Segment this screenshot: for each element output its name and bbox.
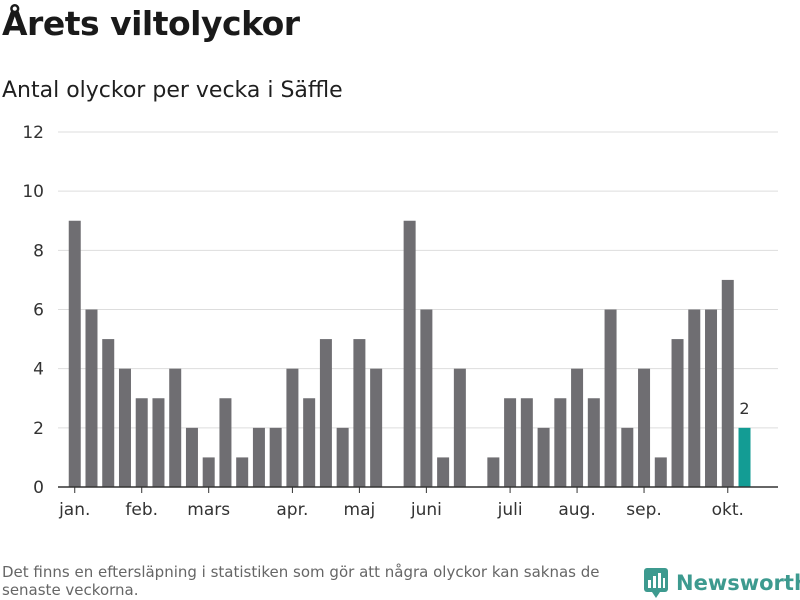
bar [537,427,550,487]
bar [102,339,115,487]
bar [721,279,734,487]
x-tick-label: apr. [276,500,308,520]
bar [638,368,651,487]
x-tick-label: juni [410,500,442,520]
bar [319,339,332,487]
x-tick-label: juli [497,500,523,520]
bar [269,427,282,487]
bar [135,398,148,487]
y-tick-label: 4 [33,360,44,380]
y-tick-label: 8 [33,241,44,261]
bar [705,309,718,487]
bar [604,309,617,487]
bar [118,368,131,487]
x-tick-label: jan. [58,500,90,520]
bar [303,398,316,487]
bar [85,309,98,487]
bar [621,427,634,487]
y-tick-label: 0 [33,478,44,498]
bar [68,220,81,487]
bar [520,398,533,487]
bar [370,368,383,487]
footnote: Det finns en eftersläpning i statistiken… [2,563,600,599]
bar [152,398,165,487]
x-tick-label: maj [344,500,376,520]
bar [420,309,433,487]
brand-name: Newsworthy [676,571,800,595]
bar-current-week [738,427,751,487]
bar [202,457,215,487]
bar [671,339,684,487]
bar [236,457,249,487]
x-tick-label: aug. [558,500,595,520]
y-tick-label: 12 [22,123,44,143]
newsworthy-logo[interactable]: Newsworthy [644,568,800,598]
bar [554,398,567,487]
bar-chart: 0 2 4 6 8 10 12 2 jan. feb. mars apr. maj juni juli aug… [22,123,778,520]
bar [587,398,600,487]
current-week-value-label: 2 [739,399,749,418]
bar [453,368,466,487]
bar [504,398,517,487]
bar [403,220,416,487]
chart-subtitle: Antal olyckor per vecka i Säffle [2,78,343,103]
x-tick-label: okt. [712,500,744,520]
y-tick-label: 6 [33,301,44,321]
y-tick-label: 10 [22,182,44,202]
y-tick-label: 2 [33,419,44,439]
bar [571,368,584,487]
bar [487,457,500,487]
x-tick-label: sep. [626,500,662,520]
bar [252,427,265,487]
bar [286,368,299,487]
bar [185,427,198,487]
bar [219,398,232,487]
bar [654,457,667,487]
newsworthy-logo-icon [644,568,668,598]
x-tick-label: feb. [125,500,158,520]
bar [336,427,349,487]
chart-title: Årets viltolyckor [2,4,300,43]
bar [169,368,182,487]
x-tick-label: mars [187,500,230,520]
bar [353,339,366,487]
bar [437,457,450,487]
bar [688,309,701,487]
